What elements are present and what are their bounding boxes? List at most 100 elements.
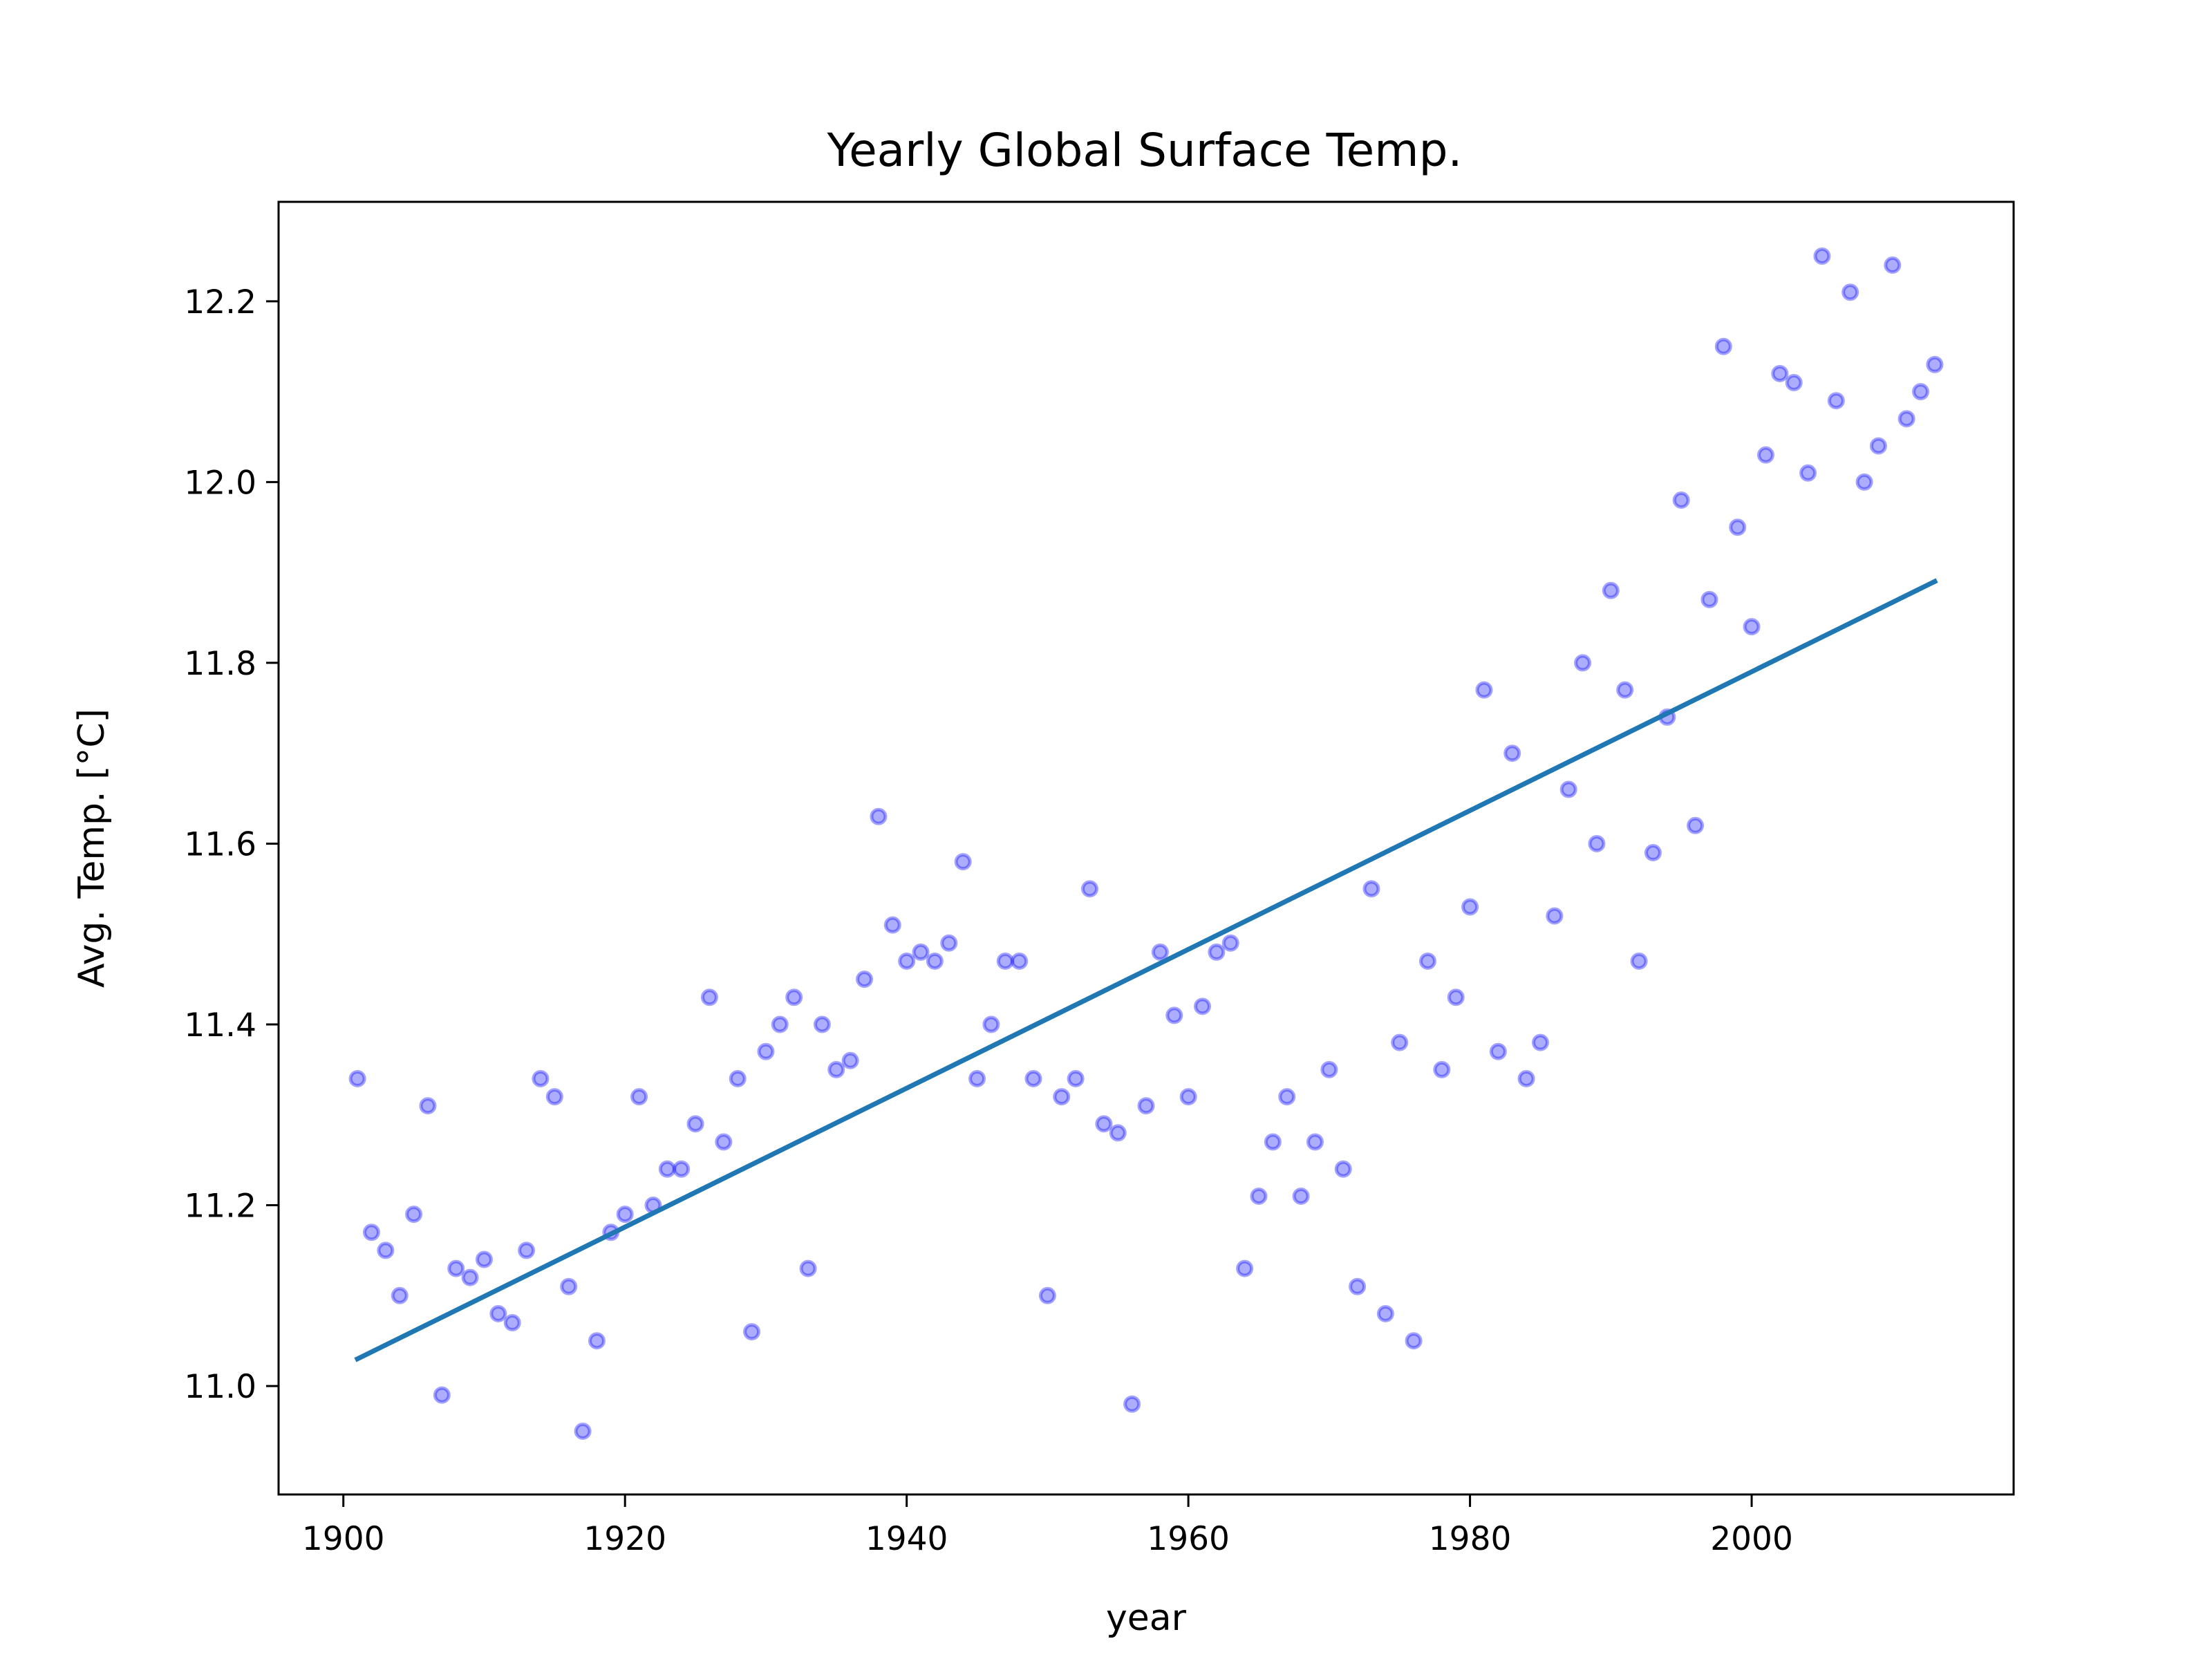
data-point	[1236, 1259, 1254, 1277]
data-point	[1546, 907, 1564, 925]
chart-title: Yearly Global Surface Temp.	[827, 124, 1463, 177]
data-point	[574, 1422, 592, 1440]
data-points	[348, 247, 1944, 1440]
data-point	[1559, 780, 1577, 798]
data-point	[1137, 1097, 1155, 1115]
data-point	[1884, 256, 1902, 274]
data-point	[1405, 1332, 1423, 1350]
data-point	[1391, 1033, 1409, 1051]
data-point	[813, 1015, 831, 1033]
data-point	[1208, 943, 1226, 961]
data-point	[1588, 834, 1606, 852]
y-tick-label: 11.4	[184, 1006, 256, 1044]
data-point	[405, 1206, 423, 1224]
trend-lines	[354, 578, 1938, 1362]
data-point	[1193, 997, 1211, 1015]
data-point	[771, 1015, 789, 1033]
data-point	[1334, 1160, 1352, 1178]
data-point	[630, 1088, 648, 1106]
data-point	[1841, 283, 1859, 301]
data-point	[686, 1115, 704, 1133]
data-point	[954, 853, 972, 871]
data-point	[1813, 247, 1831, 265]
x-axis-ticks: 1900 1920 1940 1960 1980 2000	[302, 1494, 1793, 1558]
data-point	[1376, 1304, 1394, 1322]
data-point	[1221, 934, 1239, 952]
data-point	[1461, 898, 1479, 916]
data-point	[503, 1314, 521, 1332]
data-point	[532, 1069, 550, 1087]
data-point	[996, 952, 1014, 970]
data-point	[1756, 446, 1774, 464]
x-axis-label: year	[1106, 1597, 1187, 1639]
data-point	[1700, 590, 1718, 608]
data-point	[1151, 943, 1169, 961]
data-point	[560, 1277, 578, 1295]
trend-line	[354, 578, 1938, 1362]
data-point	[1250, 1187, 1268, 1205]
y-axis-label: Avg. Temp. [°C]	[71, 709, 113, 988]
data-point	[1447, 988, 1465, 1006]
data-point	[1081, 880, 1099, 898]
data-point	[545, 1088, 563, 1106]
y-tick-label: 11.6	[184, 825, 256, 863]
data-point	[461, 1268, 479, 1286]
data-point	[1771, 364, 1789, 382]
data-point	[1278, 1088, 1296, 1106]
data-point	[1292, 1187, 1310, 1205]
data-point	[391, 1286, 409, 1304]
data-point	[1123, 1395, 1141, 1413]
x-tick-label: 1960	[1147, 1520, 1230, 1558]
data-point	[1024, 1069, 1042, 1087]
data-point	[1038, 1286, 1056, 1304]
data-point	[1897, 410, 1915, 428]
data-point	[700, 988, 718, 1006]
data-point	[1714, 337, 1732, 355]
data-point	[856, 971, 874, 988]
data-point	[1855, 473, 1873, 491]
data-point	[489, 1304, 507, 1322]
data-point	[475, 1250, 493, 1268]
data-point	[1644, 844, 1662, 862]
data-point	[1179, 1088, 1197, 1106]
data-point	[870, 807, 888, 825]
data-point	[743, 1323, 761, 1341]
data-point	[968, 1069, 986, 1087]
data-point	[1011, 952, 1029, 970]
y-tick-label: 12.2	[184, 283, 256, 321]
data-point	[785, 988, 803, 1006]
data-point	[377, 1241, 395, 1259]
data-point	[1531, 1033, 1549, 1051]
data-point	[588, 1332, 606, 1350]
data-point	[1630, 952, 1648, 970]
data-point	[841, 1051, 859, 1069]
data-point	[1489, 1042, 1507, 1060]
data-point	[1926, 355, 1944, 373]
y-tick-label: 11.0	[184, 1368, 256, 1406]
data-point	[362, 1224, 380, 1241]
data-point	[419, 1097, 437, 1115]
y-tick-label: 11.8	[184, 645, 256, 683]
y-tick-label: 11.2	[184, 1188, 256, 1226]
data-point	[673, 1160, 691, 1178]
data-point	[1362, 880, 1380, 898]
y-tick-label: 12.0	[184, 464, 256, 502]
data-point	[1503, 744, 1521, 762]
data-point	[348, 1069, 366, 1087]
data-point	[1053, 1088, 1071, 1106]
x-tick-label: 1920	[583, 1520, 666, 1558]
data-point	[898, 952, 916, 970]
data-point	[1687, 816, 1705, 834]
x-tick-label: 1900	[302, 1520, 385, 1558]
data-point	[658, 1160, 676, 1178]
data-point	[1109, 1124, 1127, 1142]
data-point	[1574, 654, 1592, 672]
data-point	[883, 916, 901, 934]
data-point	[518, 1241, 536, 1259]
data-point	[940, 934, 958, 952]
data-point	[1602, 581, 1620, 599]
data-point	[827, 1060, 845, 1078]
data-point	[926, 952, 944, 970]
data-point	[447, 1259, 465, 1277]
